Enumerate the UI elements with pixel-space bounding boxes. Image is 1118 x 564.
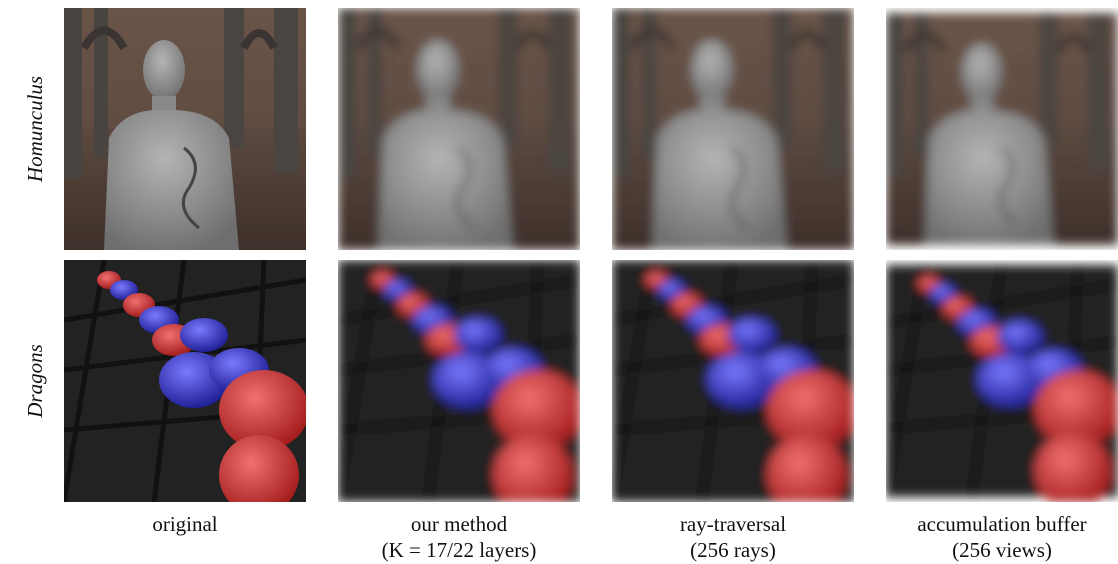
row-label: Dragons	[23, 344, 47, 419]
image-grid	[64, 8, 1118, 515]
image	[886, 265, 1118, 509]
image	[612, 260, 857, 515]
row-label: Homunculus	[23, 76, 47, 183]
column-caption: accumulation buffer	[917, 512, 1086, 536]
column-caption: (256 views)	[952, 538, 1052, 562]
image	[612, 8, 854, 250]
column-caption: (K = 17/22 layers)	[382, 538, 537, 562]
column-caption: (256 rays)	[690, 538, 776, 562]
column-caption: original	[152, 512, 217, 536]
image	[886, 13, 1118, 245]
column-caption: ray-traversal	[680, 512, 786, 536]
image	[64, 8, 306, 250]
captions: original our method(K = 17/22 layers) ray-…	[152, 512, 1086, 562]
image	[338, 260, 583, 515]
column-caption: our method	[411, 512, 508, 536]
image	[64, 260, 309, 515]
image	[338, 8, 580, 250]
